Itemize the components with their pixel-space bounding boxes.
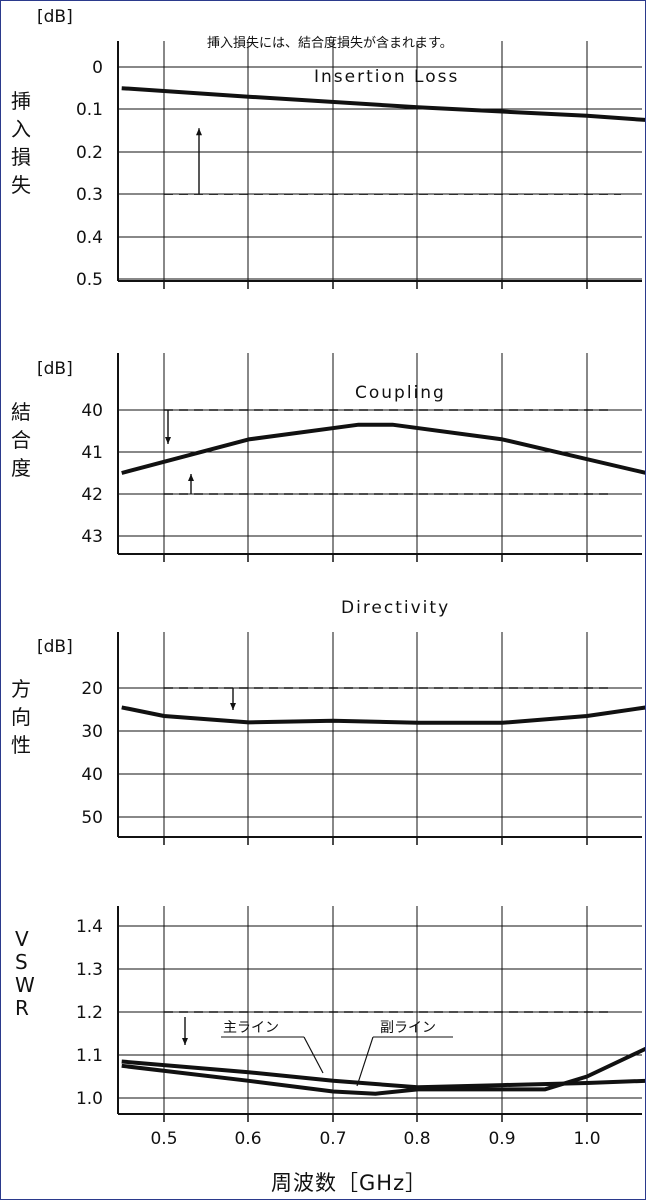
series-line-sub [121, 1046, 646, 1096]
series-line-main [121, 422, 646, 475]
y-axis-label-char: 性 [11, 733, 31, 757]
spec-arrow-head [230, 703, 236, 710]
y-tick-label: 42 [81, 485, 103, 505]
y-tick-label: 1.3 [76, 960, 103, 980]
y-tick-label: 0.2 [76, 143, 103, 163]
y-axis-label-char: 入 [11, 117, 31, 141]
spec-arrow-head [165, 437, 171, 444]
panel1-unit: [dB] [37, 7, 73, 27]
series-line-main [121, 705, 646, 725]
y-axis-label-char: 結 [11, 400, 31, 424]
series-line-main [121, 86, 646, 122]
x-tick-label: 0.7 [319, 1129, 346, 1149]
spec-arrow-head [188, 474, 194, 481]
y-axis-label-char: 損 [11, 145, 31, 169]
x-tick-label: 0.5 [150, 1129, 177, 1149]
y-tick-label: 1.2 [76, 1003, 103, 1023]
panel3-unit: [dB] [37, 637, 73, 657]
series-label-sub: 副ライン [380, 1020, 436, 1036]
y-tick-label: 0.3 [76, 185, 103, 205]
y-tick-label: 0.5 [76, 270, 103, 290]
y-tick-label: 41 [81, 443, 103, 463]
y-tick-label: 43 [81, 527, 103, 547]
y-axis-label-char: 方 [11, 677, 31, 701]
y-tick-label: 1.1 [76, 1046, 103, 1066]
y-axis-label-char: 度 [11, 456, 31, 480]
y-tick-label: 1.0 [76, 1089, 103, 1109]
y-axis-label-char: S [15, 950, 28, 974]
x-axis-title: 周波数［GHz］ [271, 1171, 427, 1195]
y-tick-label: 40 [81, 765, 103, 785]
y-tick-label: 0.4 [76, 228, 103, 248]
y-axis-label-char: 合 [11, 428, 31, 452]
x-tick-label: 0.8 [403, 1129, 430, 1149]
x-tick-label: 1.0 [573, 1129, 600, 1149]
spec-arrow-head [182, 1038, 188, 1045]
y-tick-label: 20 [81, 679, 103, 699]
y-tick-label: 0.1 [76, 100, 103, 120]
y-tick-label: 30 [81, 722, 103, 742]
panel3-title: Directivity [341, 598, 450, 618]
y-axis-label-char: 向 [11, 705, 31, 729]
panel1-title: Insertion Loss [314, 67, 459, 87]
y-tick-label: 1.4 [76, 917, 103, 937]
x-tick-label: 0.6 [234, 1129, 261, 1149]
panel2-title: Coupling [355, 383, 446, 403]
panel2-unit: [dB] [37, 359, 73, 379]
x-tick-label: 0.9 [488, 1129, 515, 1149]
panel1-note: 挿入損失には、結合度損失が含まれます。 [207, 35, 453, 51]
y-tick-label: 50 [81, 808, 103, 828]
series-line-main [121, 1059, 646, 1090]
spec-arrow-head [196, 128, 202, 136]
series-label-main: 主ライン [223, 1020, 279, 1036]
y-axis-label-char: 挿 [11, 89, 31, 113]
y-axis-label-char: V [15, 927, 29, 951]
y-axis-label-char: R [15, 996, 29, 1020]
y-axis-label-char: W [15, 973, 35, 997]
y-tick-label: 40 [81, 401, 103, 421]
y-tick-label: 0 [92, 58, 103, 78]
series-leader-sub [356, 1036, 374, 1087]
series-leader-main [303, 1036, 324, 1074]
y-axis-label-char: 失 [11, 173, 31, 197]
